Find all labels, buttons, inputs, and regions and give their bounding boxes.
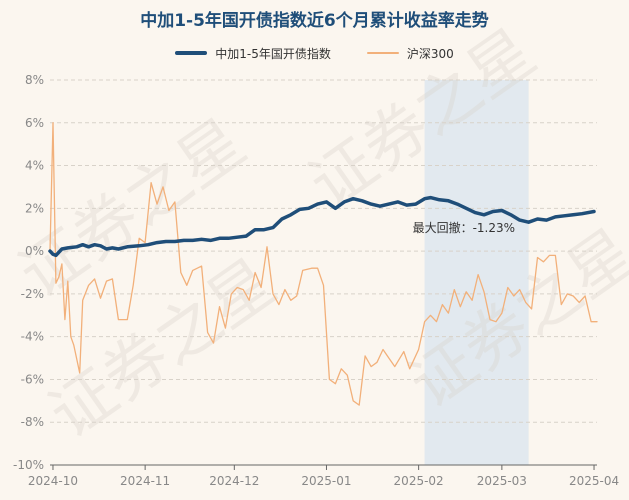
- legend-label-index: 中加1-5年国开债指数: [215, 46, 331, 61]
- y-tick-label: 4%: [25, 159, 44, 173]
- chart-title: 中加1-5年国开债指数近6个月累计收益率走势: [140, 11, 489, 31]
- y-tick-label: 2%: [25, 201, 44, 215]
- x-tick-label: 2025-03: [477, 474, 527, 488]
- x-tick-label: 2024-12: [209, 474, 259, 488]
- legend-swatch-hs300: [366, 52, 399, 54]
- drawdown-label: 最大回撤：-1.23%: [413, 220, 515, 235]
- x-tick-label: 2025-01: [301, 474, 351, 488]
- legend: 中加1-5年国开债指数 沪深300: [0, 44, 629, 62]
- x-tick-label: 2024-10: [28, 474, 78, 488]
- x-tick-label: 2024-11: [120, 474, 170, 488]
- x-tick-label: 2025-02: [394, 474, 444, 488]
- legend-swatch-index: [175, 51, 208, 55]
- series-line-index: [48, 195, 596, 258]
- legend-label-hs300: 沪深300: [406, 46, 454, 61]
- legend-item-hs300[interactable]: 沪深300: [366, 45, 454, 62]
- y-tick-label: -6%: [21, 372, 44, 386]
- drawdown-band: [424, 80, 529, 465]
- series-line-hs300: [49, 122, 598, 406]
- y-tick-label: -2%: [21, 287, 44, 301]
- x-tick-label: 2025-04: [569, 474, 619, 488]
- y-tick-label: 6%: [25, 116, 44, 130]
- y-tick-label: -4%: [21, 330, 44, 344]
- y-tick-label: -10%: [13, 458, 44, 472]
- y-tick-label: -8%: [21, 415, 44, 429]
- legend-item-index[interactable]: 中加1-5年国开债指数: [175, 45, 331, 62]
- y-tick-label: 8%: [25, 73, 44, 87]
- y-tick-label: 0%: [25, 244, 44, 258]
